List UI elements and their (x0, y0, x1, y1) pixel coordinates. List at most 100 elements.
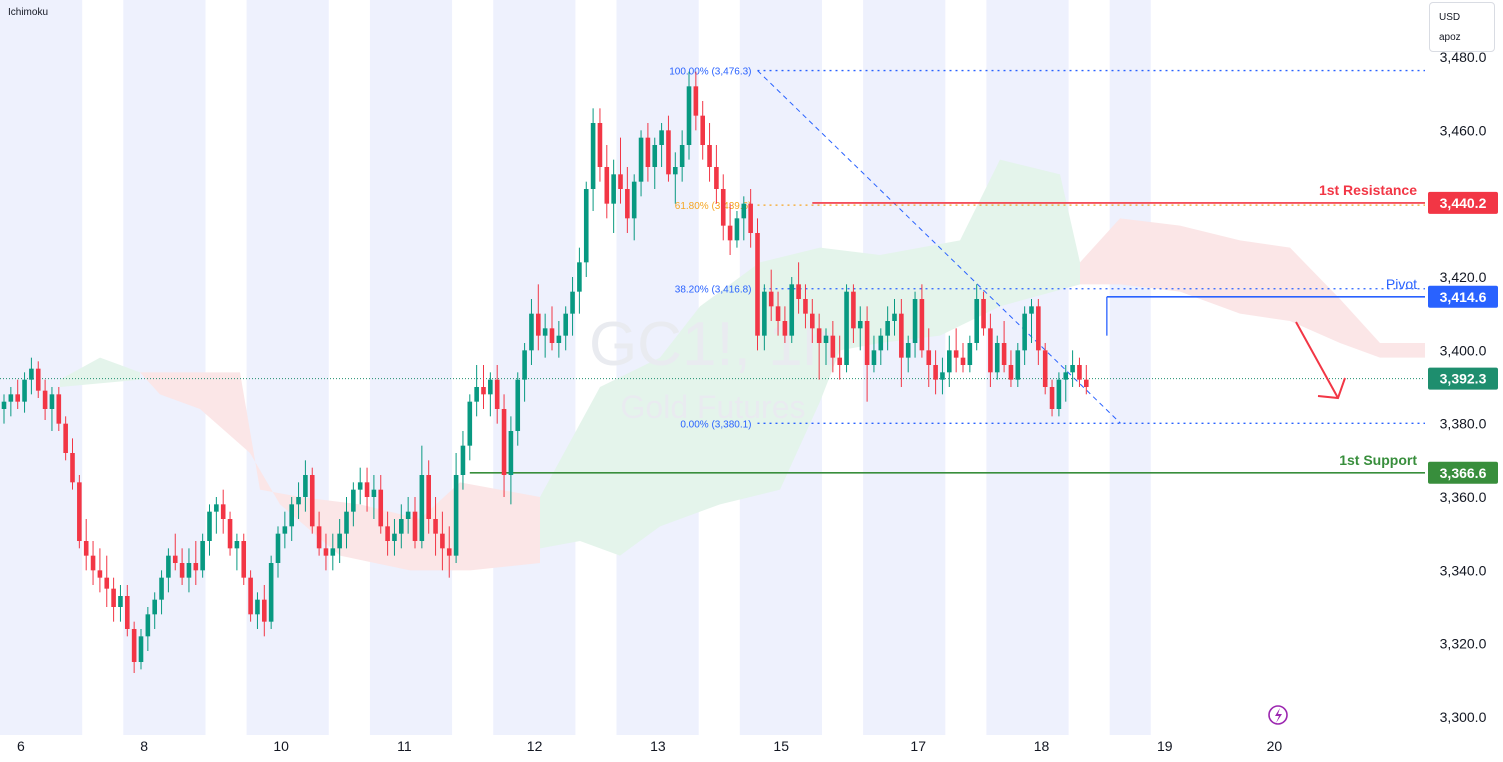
candle-body (481, 387, 486, 395)
price-tick-label: 3,420.0 (1440, 269, 1487, 285)
lightning-icon[interactable] (1268, 705, 1288, 725)
candle-body (536, 313, 541, 336)
session-band (986, 0, 1069, 735)
candle-body (1077, 365, 1082, 380)
candle-body (899, 313, 904, 358)
candle-body (1001, 343, 1007, 365)
candle-body (1015, 350, 1021, 380)
price-levels[interactable]: 1st Resistance Pivot 1st Support (0, 182, 1425, 474)
candle-body (433, 519, 438, 534)
candle-body (255, 599, 260, 615)
candle-body (762, 291, 767, 336)
candle-body (755, 233, 760, 336)
candle-body (686, 86, 692, 145)
time-tick-label: 6 (17, 738, 25, 754)
candle-body (138, 636, 144, 662)
time-tick-label: 8 (140, 738, 148, 754)
candle-body (741, 203, 747, 219)
candle-body (871, 350, 877, 365)
candle-body (1070, 365, 1075, 373)
candle-body (796, 284, 801, 299)
currency-box[interactable]: USD apoz (1429, 2, 1495, 52)
ichimoku-cloud (60, 159, 1425, 571)
price-axis-bg (1425, 0, 1503, 735)
down-arrow-icon (1295, 321, 1346, 400)
session-bands (0, 0, 1151, 735)
candle-body (1, 401, 7, 409)
resistance-label: 1st Resistance (1319, 182, 1417, 198)
candle-body (700, 115, 705, 145)
time-axis[interactable]: 6 8 10 11 12 13 15 17 18 19 20 (0, 735, 1503, 762)
watermark-symbol: GC1!, 1h (589, 310, 837, 379)
candle-body (494, 379, 500, 409)
candle-body (90, 555, 96, 571)
candle-body (823, 335, 829, 343)
candle-body (214, 504, 219, 512)
session-band (863, 0, 946, 735)
session-band (246, 0, 329, 735)
candle-body (234, 541, 240, 549)
candle-body (734, 218, 740, 241)
candle-body (248, 577, 253, 615)
cloud-segment (140, 372, 540, 571)
support-price-tag-bg (1428, 461, 1498, 484)
fibonacci-retracement[interactable]: 100.00% (3,476.3) 61.80% (3,439.6) 38.20% … (669, 67, 1425, 431)
candle-body (166, 555, 171, 578)
candle-body (378, 489, 384, 527)
current-price-tag-bg (1428, 367, 1498, 390)
candle-body (748, 203, 753, 233)
candle-body (611, 174, 616, 204)
candle-body (673, 167, 678, 175)
candle-body (522, 350, 527, 380)
candle-body (940, 372, 945, 380)
candle-body (405, 511, 411, 519)
candle-body (42, 390, 48, 409)
watermark: GC1!, 1h Gold Futures (589, 310, 837, 425)
cloud-segment (540, 159, 1080, 556)
candle-body (63, 423, 68, 453)
time-tick-label: 10 (273, 738, 289, 754)
candle-body (549, 328, 555, 343)
candle-body (830, 335, 836, 358)
candle-body (70, 453, 75, 483)
candle-body (104, 577, 110, 589)
candle-body (953, 350, 959, 358)
candle-body (275, 533, 281, 563)
candle-body (652, 145, 658, 167)
candle-body (816, 328, 822, 343)
candle-body (227, 519, 233, 549)
candle-body (453, 475, 459, 556)
candle-body (467, 401, 473, 446)
time-tick-label: 12 (527, 738, 543, 754)
candle-body (645, 137, 651, 167)
session-band (123, 0, 206, 735)
price-tick-label: 3,340.0 (1440, 562, 1487, 578)
candle-body (625, 189, 630, 219)
fib-100-label: 100.00% (3,476.3) (669, 67, 751, 78)
candle-body (186, 563, 192, 578)
time-tick-label: 13 (650, 738, 666, 754)
candle-body (618, 174, 623, 189)
candle-body (768, 291, 774, 307)
candle-body (501, 409, 507, 475)
candle-body (364, 482, 370, 497)
candle-body (892, 313, 897, 321)
candle-body (707, 145, 712, 167)
candle-body (303, 475, 308, 497)
candle-body (15, 394, 20, 402)
time-tick-label: 18 (1034, 738, 1050, 754)
session-band (1109, 0, 1151, 735)
candle-body (83, 541, 89, 556)
candle-body (563, 313, 568, 336)
indicator-label[interactable]: Ichimoku (8, 7, 49, 18)
candle-body (385, 526, 390, 541)
candle-body (960, 357, 966, 365)
time-tick-label: 15 (773, 738, 789, 754)
price-axis[interactable]: 3,300.0 3,320.0 3,340.0 3,360.0 3,380.0 3,400… (1425, 0, 1503, 735)
candle-body (604, 167, 610, 204)
candle-body (810, 313, 815, 329)
candle-body (1084, 379, 1089, 387)
candle-body (1049, 387, 1055, 409)
candle-body (49, 394, 55, 409)
